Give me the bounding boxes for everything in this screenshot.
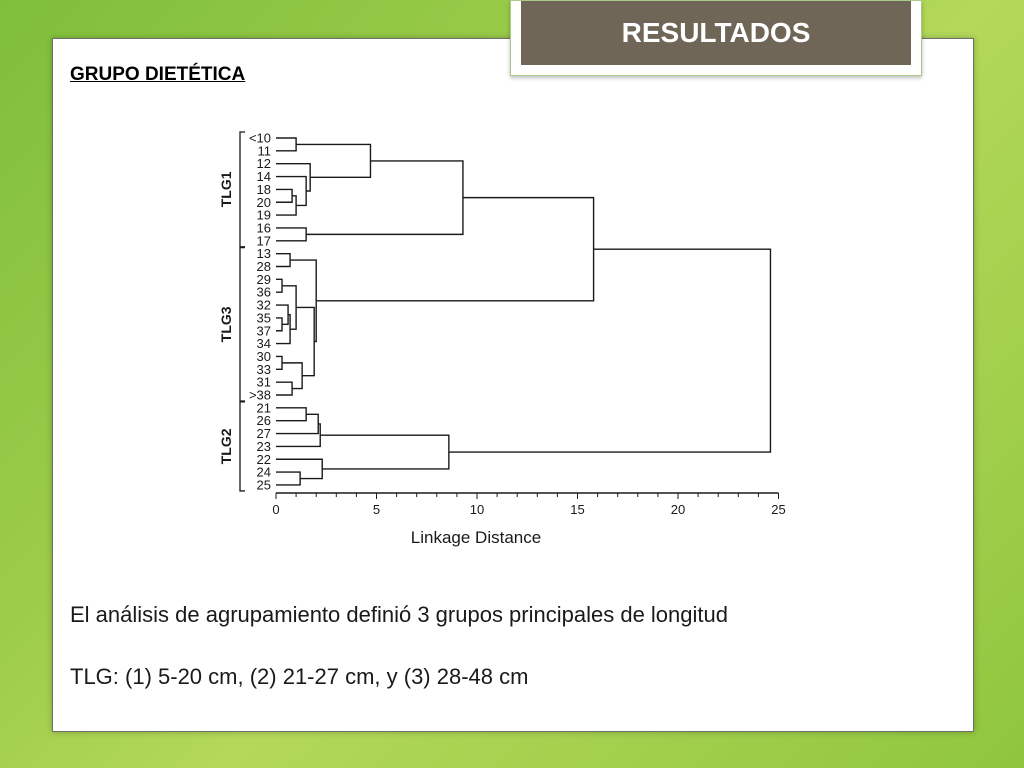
leaf-label: 22 [257, 452, 271, 467]
leaf-label: 16 [257, 220, 271, 235]
dendrogram-link [276, 195, 297, 216]
dendrogram-link [276, 423, 321, 448]
leaf-label: 31 [257, 375, 271, 390]
dendrogram-link [320, 434, 450, 470]
group-label: TLG1 [218, 171, 234, 207]
x-tick-label: 10 [470, 502, 484, 517]
leaf-label: 17 [257, 233, 271, 248]
dendrogram-link [276, 458, 323, 480]
group-bracket [239, 401, 245, 492]
leaf-label: 30 [257, 349, 271, 364]
dendrogram-link [276, 137, 297, 152]
dendrogram-link [282, 285, 297, 330]
leaf-label: 35 [257, 310, 271, 325]
leaf-label: 19 [257, 208, 271, 223]
leaf-label: 36 [257, 285, 271, 300]
leaf-label: 21 [257, 400, 271, 415]
leaf-label: 34 [257, 336, 271, 351]
dendrogram-link [276, 252, 291, 268]
dendrogram-link [276, 471, 301, 486]
summary-paragraph: El análisis de agrupamiento definió 3 gr… [70, 602, 728, 627]
leaf-label: 37 [257, 323, 271, 338]
leaf-label: 20 [257, 195, 271, 210]
group-bracket [239, 247, 245, 402]
dendrogram-link [276, 407, 307, 422]
leaf-label: >38 [249, 388, 271, 403]
group-label: TLG3 [218, 306, 234, 342]
leaf-label: 23 [257, 439, 271, 454]
leaf-label: 13 [257, 246, 271, 261]
group-bracket [239, 131, 245, 248]
section-heading: GRUPO DIETÉTICA [70, 64, 246, 85]
dendrogram-link [276, 227, 307, 242]
leaf-label: 33 [257, 362, 271, 377]
group-label: TLG2 [218, 428, 234, 464]
leaf-label: 25 [257, 477, 271, 492]
leaf-label: 26 [257, 413, 271, 428]
leaf-label: 18 [257, 182, 271, 197]
dendrogram-link [296, 143, 372, 179]
title-box: RESULTADOS [510, 0, 922, 76]
leaf-label: 11 [258, 143, 272, 158]
dendrogram-link [448, 248, 772, 453]
leaf-label: 12 [257, 156, 271, 171]
dendrogram-link [306, 160, 464, 236]
dendrogram-link [276, 381, 293, 396]
leaf-label: 27 [257, 426, 271, 441]
dendrogram-link [276, 355, 283, 370]
slide-panel [52, 38, 974, 732]
tlg-ranges-paragraph: TLG: (1) 5-20 cm, (2) 21-27 cm, y (3) 28… [70, 664, 529, 689]
dendrogram-link [276, 188, 293, 203]
leaf-label: <10 [249, 131, 271, 146]
leaf-label: 29 [257, 272, 271, 287]
x-tick-label: 20 [671, 502, 685, 517]
x-tick-label: 5 [373, 502, 380, 517]
dendrogram-link [276, 413, 319, 435]
dendrogram-link [296, 306, 315, 377]
dendrogram-link [316, 196, 595, 302]
dendrogram-link [276, 278, 283, 293]
leaf-label: 14 [257, 169, 271, 184]
x-axis-label: Linkage Distance [411, 528, 541, 547]
dendrogram-link [276, 317, 283, 332]
x-tick-label: 15 [570, 502, 584, 517]
dendrogram-link [276, 175, 307, 207]
leaf-label: 24 [257, 465, 271, 480]
slide-title: RESULTADOS [521, 1, 911, 65]
dendrogram-link [276, 163, 311, 192]
x-tick-label: 25 [771, 502, 785, 517]
x-tick-label: 0 [272, 502, 279, 517]
leaf-label: 32 [257, 298, 271, 313]
leaf-label: 28 [257, 259, 271, 274]
